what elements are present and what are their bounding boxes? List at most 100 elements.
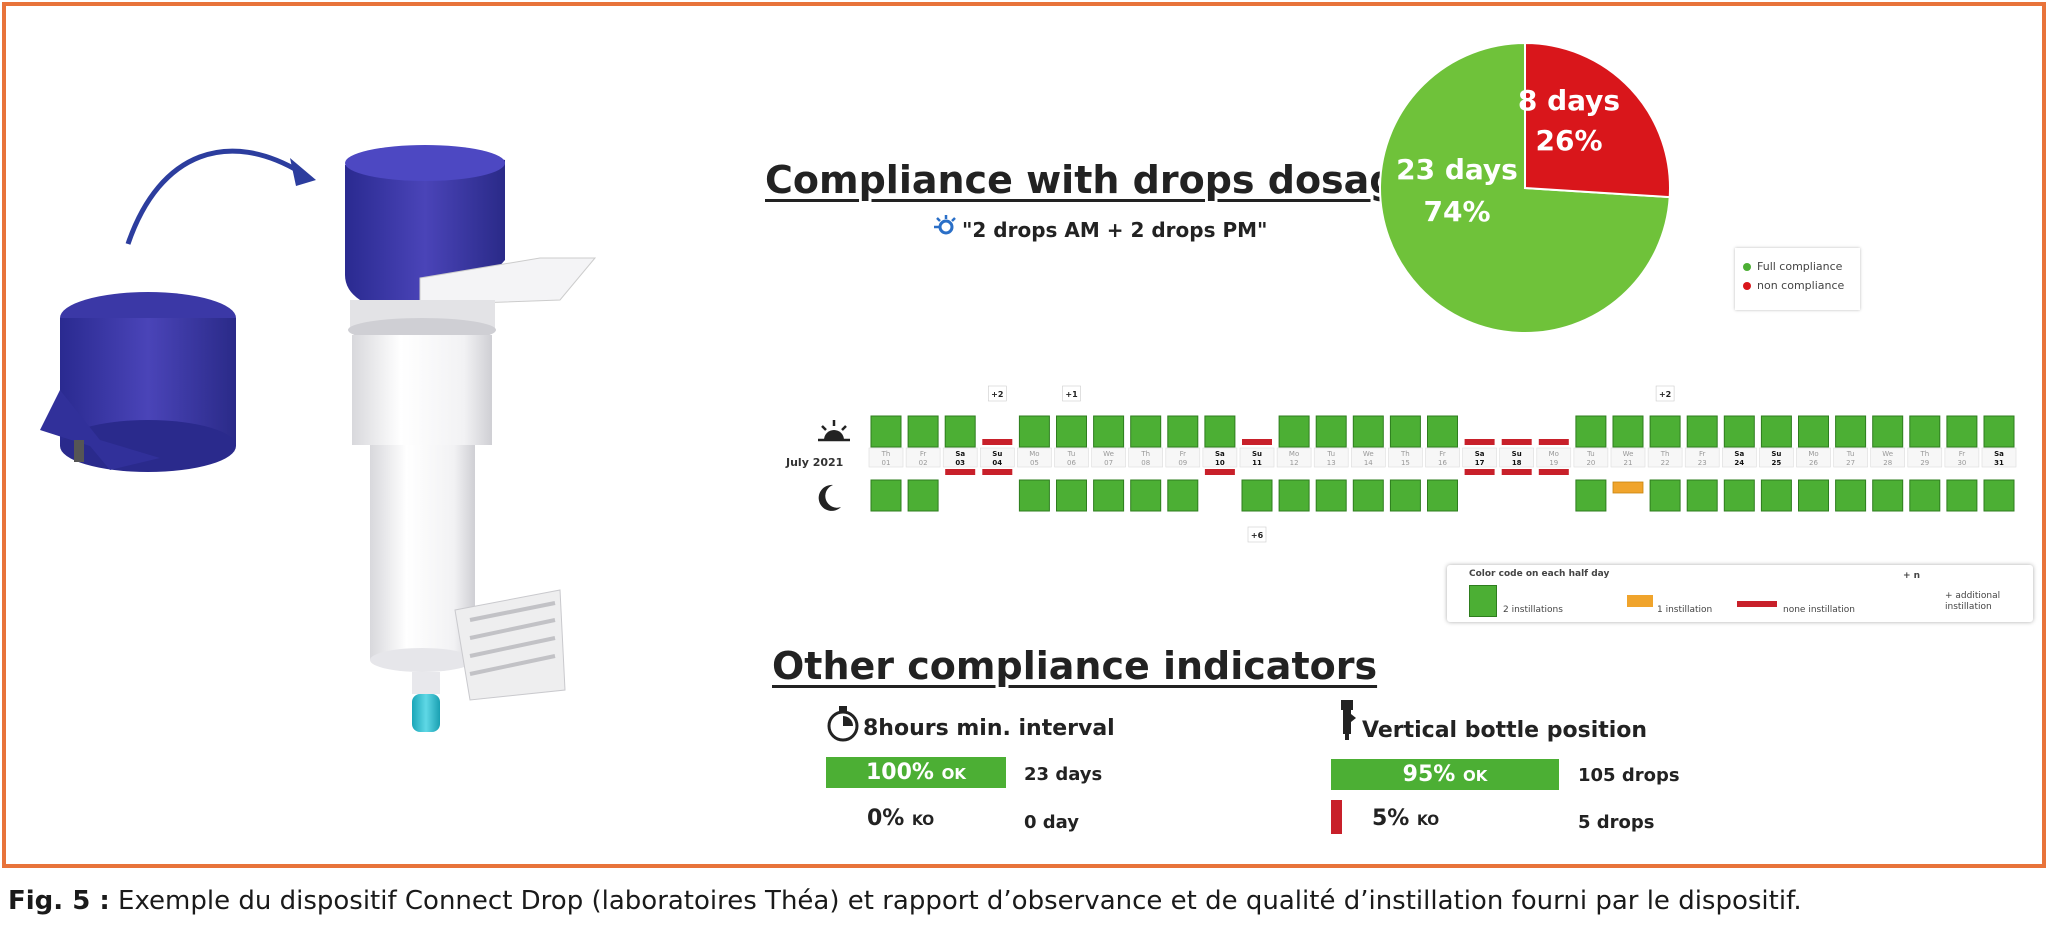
- date-num-20: 20: [1586, 459, 1595, 467]
- swatch-one-instillation: [1627, 595, 1653, 607]
- legend-label-non: non compliance: [1757, 279, 1845, 292]
- date-cell-08: [1128, 447, 1164, 468]
- date-dow-18: Su: [1512, 450, 1522, 458]
- device-body: [348, 300, 566, 732]
- pie-label-non-days: 8 days: [1518, 84, 1620, 117]
- am-cell-29: [1909, 415, 1941, 448]
- calendar-month-label: July 2021: [786, 456, 844, 469]
- date-dow-15: Th: [1400, 450, 1410, 458]
- pm-cell-21: [1612, 481, 1644, 494]
- date-dow-07: We: [1103, 450, 1114, 458]
- am-cell-26: [1798, 415, 1829, 448]
- am-cell-04: [982, 439, 1013, 445]
- date-cell-25: [1759, 447, 1794, 468]
- date-num-03: 03: [955, 459, 965, 467]
- date-cell-16: [1425, 447, 1460, 468]
- date-num-01: 01: [882, 459, 891, 467]
- position-ok-count: 105 drops: [1578, 765, 1680, 786]
- date-dow-11: Su: [1252, 450, 1262, 458]
- extra-mark-pm-11-box: [1247, 526, 1267, 543]
- vertical-bottle-icon: [1341, 700, 1356, 740]
- dosage-title: Compliance with drops dosage: [765, 158, 1423, 202]
- moon-icon: [818, 484, 841, 511]
- pm-cell-23: [1686, 479, 1718, 512]
- pm-cell-30: [1946, 479, 1978, 512]
- extra-sample: + n: [1903, 571, 1921, 581]
- date-num-25: 25: [1772, 459, 1782, 467]
- am-cell-11: [1242, 439, 1272, 445]
- label-none-instillation: none instillation: [1783, 605, 1855, 615]
- extra-mark-am-22-box: [1655, 385, 1675, 402]
- pm-cell-10: [1204, 469, 1235, 475]
- position-label: Vertical bottle position: [1362, 718, 1648, 743]
- date-num-22: 22: [1661, 459, 1670, 467]
- pm-cell-01: [870, 479, 902, 512]
- am-cell-08: [1130, 415, 1162, 448]
- am-cell-17: [1464, 439, 1495, 445]
- pm-cell-08: [1130, 479, 1162, 512]
- date-num-02: 02: [919, 459, 928, 467]
- date-cell-15: [1388, 447, 1423, 468]
- interval-ok-word: OK: [941, 765, 966, 783]
- am-cell-21: [1612, 415, 1644, 448]
- pie-slice-non-compliance: [1524, 41, 1671, 199]
- interval-ko-pct: 0%: [867, 806, 905, 831]
- am-cell-23: [1686, 415, 1718, 448]
- sunrise-icon: [934, 215, 956, 235]
- indicators-title: Other compliance indicators: [772, 644, 1378, 688]
- date-dow-12: Mo: [1289, 450, 1299, 458]
- am-cell-28: [1872, 415, 1904, 448]
- date-dow-10: Sa: [1215, 450, 1225, 458]
- date-cell-11: [1239, 447, 1275, 468]
- am-cell-02: [907, 415, 939, 448]
- date-dow-14: We: [1363, 450, 1374, 458]
- date-dow-25: Su: [1771, 450, 1781, 458]
- pm-cell-31: [1983, 479, 2015, 512]
- pm-cell-09: [1167, 479, 1199, 512]
- interval-ok-bar: 100% OK: [826, 757, 1006, 788]
- date-dow-21: We: [1623, 450, 1634, 458]
- legend-item-non: non compliance: [1743, 279, 1852, 292]
- date-cell-30: [1944, 447, 1980, 468]
- legend-label-full: Full compliance: [1757, 260, 1843, 273]
- date-cell-29: [1907, 447, 1943, 468]
- date-cell-20: [1573, 447, 1609, 468]
- interval-ko-count: 0 day: [1024, 812, 1080, 833]
- swatch-none-instillation: [1737, 601, 1777, 607]
- date-num-18: 18: [1512, 459, 1522, 467]
- date-dow-19: Mo: [1549, 450, 1559, 458]
- date-dow-02: Fr: [920, 450, 927, 458]
- date-dow-26: Mo: [1808, 450, 1818, 458]
- am-cell-30: [1946, 415, 1978, 448]
- position-ko-bar: [1331, 800, 1342, 834]
- date-cell-06: [1054, 447, 1089, 468]
- extra-mark-am-6-box: [1062, 385, 1081, 402]
- date-dow-08: Th: [1140, 450, 1150, 458]
- date-num-06: 06: [1067, 459, 1076, 467]
- date-cell-07: [1091, 447, 1126, 468]
- date-num-28: 28: [1883, 459, 1892, 467]
- am-cell-01: [870, 415, 902, 448]
- am-cell-20: [1575, 415, 1607, 448]
- pie-legend: Full compliance non compliance: [1735, 248, 1860, 310]
- label-one-instillation: 1 instillation: [1657, 605, 1713, 615]
- legend-dot-non: [1743, 281, 1751, 290]
- date-dow-29: Th: [1919, 450, 1929, 458]
- figure-caption: Fig. 5 : Exemple du dispositif Connect D…: [8, 886, 1802, 916]
- interval-ok-count: 23 days: [1024, 764, 1103, 785]
- date-cell-26: [1796, 447, 1831, 468]
- date-num-29: 29: [1920, 459, 1929, 467]
- position-ko-count: 5 drops: [1578, 812, 1655, 833]
- date-cell-12: [1276, 447, 1312, 468]
- am-cell-15: [1389, 415, 1421, 448]
- am-cell-09: [1167, 415, 1199, 448]
- pm-cell-14: [1352, 479, 1384, 512]
- am-cell-06: [1056, 415, 1087, 448]
- pm-cell-16: [1427, 479, 1458, 512]
- date-cell-19: [1536, 447, 1572, 468]
- am-cell-25: [1760, 415, 1792, 448]
- pm-cell-18: [1501, 469, 1532, 475]
- date-cell-22: [1647, 447, 1683, 468]
- date-cell-18: [1499, 447, 1535, 468]
- date-dow-03: Sa: [955, 450, 965, 458]
